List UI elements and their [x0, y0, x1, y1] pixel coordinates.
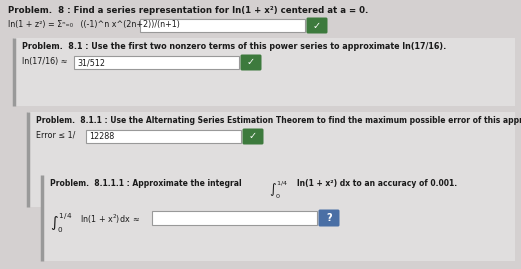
Bar — [74, 56, 239, 69]
Text: $\int_0^{1/4}$: $\int_0^{1/4}$ — [50, 211, 72, 235]
Text: 12288: 12288 — [89, 132, 114, 141]
Bar — [42, 175, 515, 261]
Text: Problem.  8.1 : Use the first two nonzero terms of this power series to approxim: Problem. 8.1 : Use the first two nonzero… — [22, 42, 446, 51]
Bar — [152, 211, 317, 225]
Text: ✓: ✓ — [313, 20, 321, 30]
Text: ✓: ✓ — [247, 58, 255, 68]
FancyBboxPatch shape — [306, 17, 328, 34]
Text: Problem.  8 : Find a series representation for ln(1 + x²) centered at a = 0.: Problem. 8 : Find a series representatio… — [8, 6, 368, 15]
FancyBboxPatch shape — [241, 55, 262, 70]
Text: 31/512: 31/512 — [77, 58, 105, 67]
Text: Error ≤ 1/: Error ≤ 1/ — [36, 131, 76, 140]
Bar — [28, 112, 515, 207]
Bar — [140, 19, 305, 32]
Text: Problem.  8.1.1 : Use the Alternating Series Estimation Theorem to find the maxi: Problem. 8.1.1 : Use the Alternating Ser… — [36, 116, 521, 125]
Text: ln(1 + x$^2$)dx $\approx$: ln(1 + x$^2$)dx $\approx$ — [80, 213, 141, 226]
Text: ln(17/16) ≈: ln(17/16) ≈ — [22, 57, 68, 66]
Text: $\int_0^{1/4}$: $\int_0^{1/4}$ — [269, 179, 289, 201]
Text: ?: ? — [326, 213, 332, 223]
FancyBboxPatch shape — [242, 129, 264, 144]
Text: ln(1 + z²) = Σⁿ₌₀   ((-1)^n x^(2n+2))/(n+1): ln(1 + z²) = Σⁿ₌₀ ((-1)^n x^(2n+2))/(n+1… — [8, 20, 180, 29]
Text: Problem.  8.1.1.1 : Approximate the integral: Problem. 8.1.1.1 : Approximate the integ… — [50, 179, 242, 188]
Text: ✓: ✓ — [249, 132, 257, 141]
Text: ln(1 + x²) dx to an accuracy of 0.001.: ln(1 + x²) dx to an accuracy of 0.001. — [297, 179, 457, 188]
Bar — [14, 38, 515, 106]
FancyBboxPatch shape — [318, 210, 340, 226]
Bar — [86, 130, 241, 143]
